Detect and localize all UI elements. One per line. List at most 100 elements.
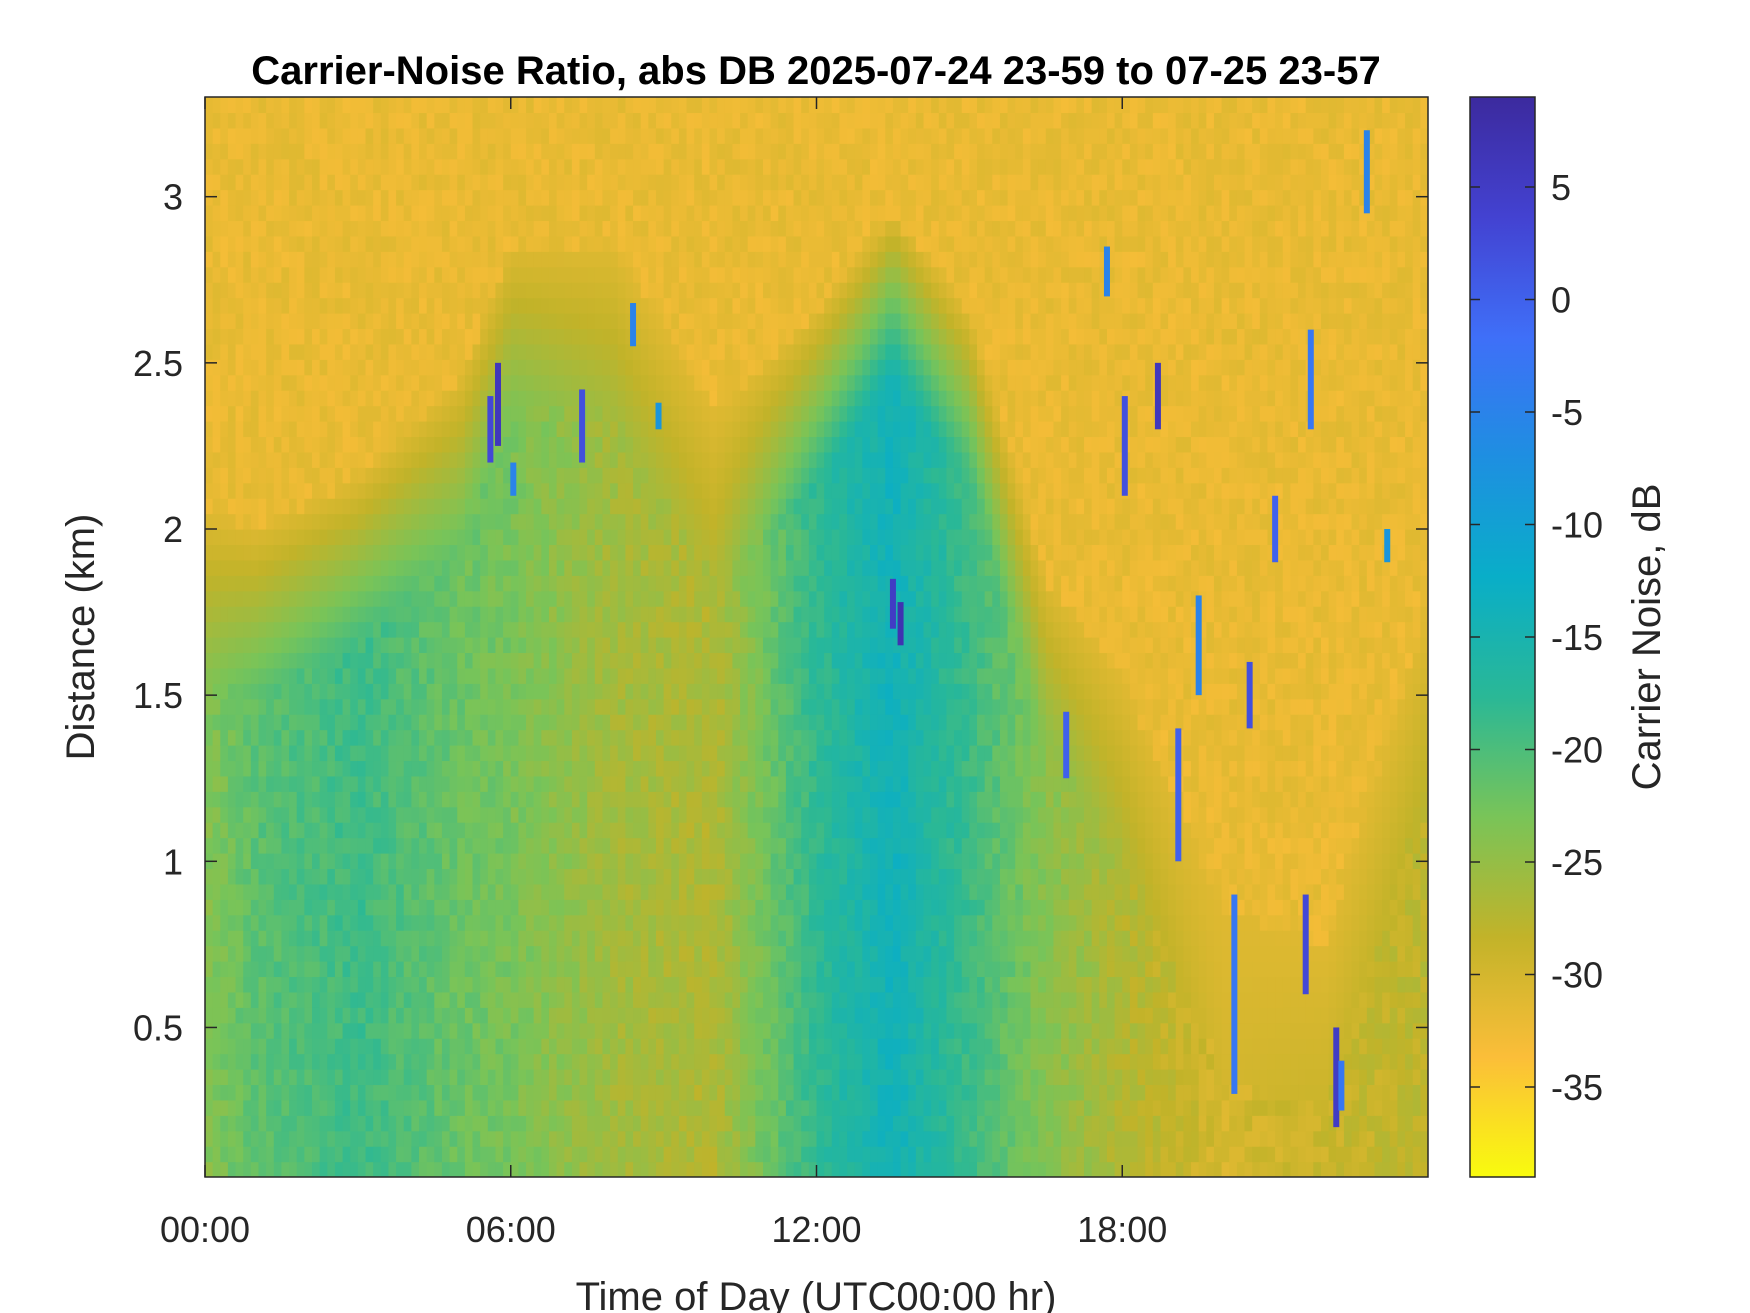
heatmap-cell bbox=[380, 205, 390, 222]
heatmap-cell bbox=[464, 343, 474, 360]
heatmap-cell bbox=[709, 652, 718, 669]
heatmap-cell bbox=[556, 436, 565, 453]
heatmap-cell bbox=[273, 436, 283, 453]
heatmap-cell bbox=[449, 127, 458, 144]
heatmap-cell bbox=[434, 868, 443, 885]
heatmap-cell bbox=[319, 405, 328, 422]
heatmap-cell bbox=[334, 343, 344, 360]
heatmap-cell bbox=[449, 544, 458, 561]
heatmap-cell bbox=[503, 1146, 512, 1163]
heatmap-cell bbox=[235, 991, 244, 1008]
heatmap-cell bbox=[518, 822, 527, 839]
heatmap-cell bbox=[243, 590, 252, 607]
heatmap-cell bbox=[220, 390, 229, 407]
heatmap-cell bbox=[273, 189, 283, 206]
heatmap-cell bbox=[388, 837, 397, 854]
heatmap-cell bbox=[594, 529, 604, 546]
heatmap-cell bbox=[434, 621, 443, 638]
heatmap-cell bbox=[663, 667, 672, 684]
heatmap-cell bbox=[472, 390, 481, 407]
heatmap-cell bbox=[709, 791, 718, 808]
heatmap-cell bbox=[594, 482, 604, 499]
heatmap-cell bbox=[518, 313, 527, 330]
heatmap-cell bbox=[441, 1053, 451, 1070]
heatmap-cell bbox=[380, 143, 390, 160]
heatmap-cell bbox=[495, 991, 504, 1008]
heatmap-cell bbox=[602, 1099, 611, 1116]
heatmap-cell bbox=[243, 297, 252, 314]
heatmap-cell bbox=[625, 112, 634, 129]
heatmap-cell bbox=[235, 806, 244, 823]
heatmap-cell bbox=[373, 220, 382, 237]
heatmap-cell bbox=[526, 158, 535, 175]
heatmap-cell bbox=[663, 652, 672, 669]
heatmap-cell bbox=[625, 328, 634, 345]
heatmap-cell bbox=[289, 667, 298, 684]
heatmap-cell bbox=[380, 652, 390, 669]
heatmap-cell bbox=[304, 1146, 313, 1163]
heatmap-cell bbox=[312, 498, 321, 515]
heatmap-cell bbox=[587, 575, 596, 592]
heatmap-cell bbox=[510, 945, 519, 962]
heatmap-cell bbox=[610, 606, 619, 623]
heatmap-cell bbox=[434, 112, 443, 129]
heatmap-cell bbox=[296, 374, 305, 391]
heatmap-cell bbox=[380, 266, 390, 283]
heatmap-cell bbox=[357, 235, 367, 252]
heatmap-cell bbox=[655, 822, 665, 839]
heatmap-cell bbox=[464, 1007, 474, 1024]
heatmap-cell bbox=[243, 513, 252, 530]
heatmap-cell bbox=[571, 883, 581, 900]
heatmap-cell bbox=[579, 1038, 588, 1055]
heatmap-cell bbox=[281, 899, 290, 916]
heatmap-cell bbox=[312, 467, 321, 484]
heatmap-cell bbox=[571, 251, 581, 268]
heatmap-cell bbox=[671, 575, 680, 592]
heatmap-cell bbox=[396, 513, 405, 530]
heatmap-cell bbox=[556, 683, 565, 700]
heatmap-cell bbox=[732, 729, 741, 746]
heatmap-cell bbox=[655, 529, 665, 546]
heatmap-cell bbox=[480, 868, 489, 885]
heatmap-cell bbox=[617, 652, 626, 669]
heatmap-cell bbox=[663, 498, 672, 515]
heatmap-cell bbox=[526, 174, 535, 191]
heatmap-cell bbox=[594, 590, 604, 607]
heatmap-cell bbox=[205, 575, 214, 592]
heatmap-cell bbox=[212, 205, 221, 222]
heatmap-cell bbox=[289, 297, 298, 314]
heatmap-cell bbox=[441, 405, 451, 422]
heatmap-cell bbox=[495, 513, 504, 530]
heatmap-cell bbox=[526, 1069, 535, 1086]
heatmap-cell bbox=[480, 143, 489, 160]
heatmap-cell bbox=[350, 436, 359, 453]
heatmap-cell bbox=[717, 1099, 726, 1116]
heatmap-cell bbox=[250, 837, 260, 854]
heatmap-cell bbox=[533, 1146, 542, 1163]
heatmap-cell bbox=[426, 930, 435, 947]
heatmap-cell bbox=[220, 698, 229, 715]
heatmap-cell bbox=[289, 544, 298, 561]
heatmap-cell bbox=[518, 714, 527, 731]
heatmap-cell bbox=[212, 868, 221, 885]
heatmap-cell bbox=[396, 914, 405, 931]
heatmap-cell bbox=[334, 1053, 344, 1070]
heatmap-cell bbox=[289, 97, 298, 114]
heatmap-cell bbox=[205, 174, 214, 191]
heatmap-cell bbox=[396, 991, 405, 1008]
heatmap-cell bbox=[594, 251, 604, 268]
heatmap-cell bbox=[541, 421, 550, 438]
heatmap-cell bbox=[388, 621, 397, 638]
heatmap-cell bbox=[464, 374, 474, 391]
heatmap-cell bbox=[227, 405, 237, 422]
heatmap-cell bbox=[357, 467, 367, 484]
heatmap-cell bbox=[694, 961, 703, 978]
heatmap-cell bbox=[480, 112, 489, 129]
heatmap-cell bbox=[227, 945, 237, 962]
heatmap-cell bbox=[694, 1099, 703, 1116]
heatmap-cell bbox=[350, 606, 359, 623]
heatmap-cell bbox=[205, 205, 214, 222]
heatmap-cell bbox=[747, 1084, 756, 1101]
heatmap-cell bbox=[487, 667, 497, 684]
heatmap-cell bbox=[403, 189, 412, 206]
